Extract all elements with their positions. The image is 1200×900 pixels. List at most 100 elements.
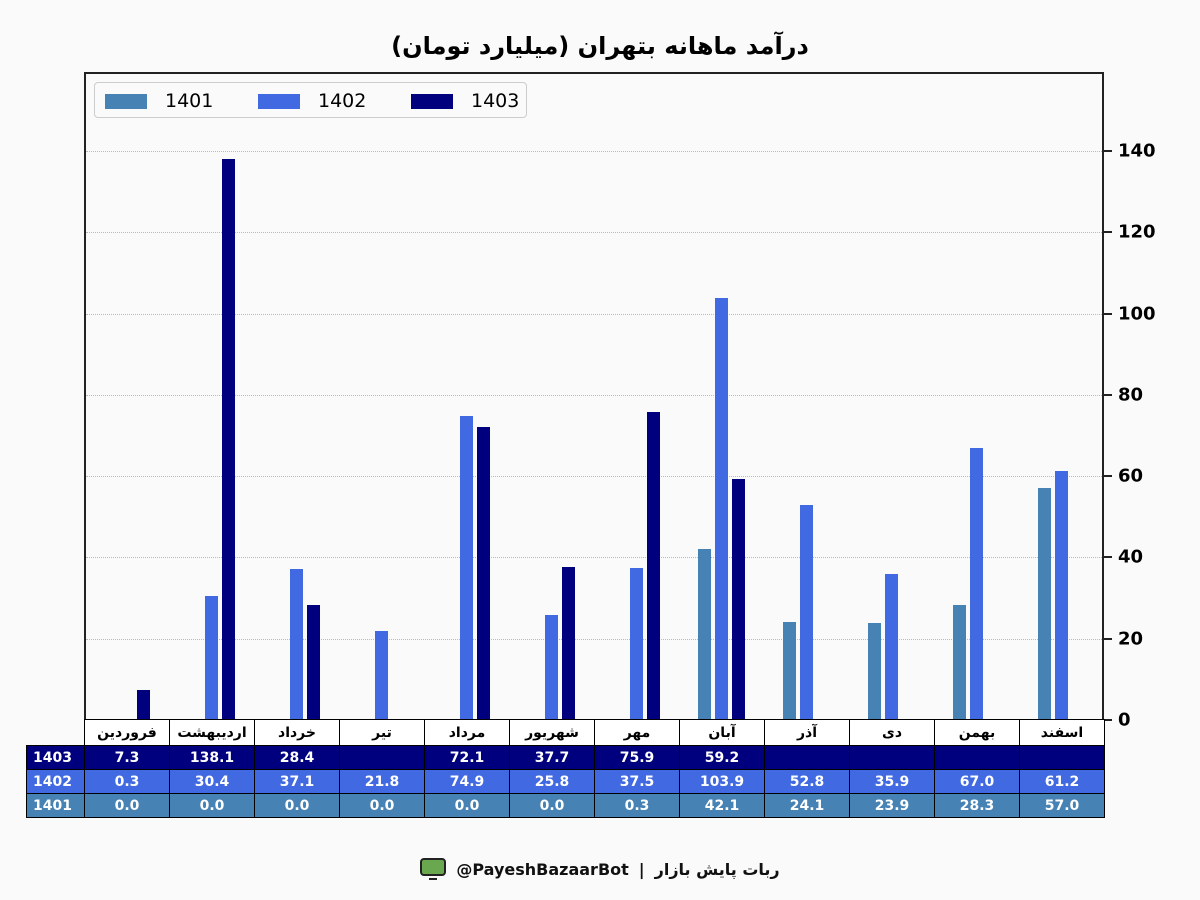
month-header: اردیبهشت: [169, 719, 255, 746]
table-cell: 24.1: [764, 793, 850, 818]
table-cell: 30.4: [169, 769, 255, 794]
table-cell: 57.0: [1019, 793, 1105, 818]
table-cell: [764, 745, 850, 770]
bar-1403: [562, 566, 575, 720]
y-tick-label: 120: [1118, 221, 1156, 243]
table-cell: 42.1: [679, 793, 765, 818]
y-tick-label: 60: [1118, 465, 1144, 487]
legend-label: 1402: [318, 90, 367, 112]
table-cell: 61.2: [1019, 769, 1105, 794]
y-tick-label: 40: [1118, 546, 1144, 568]
bar-1402: [290, 569, 303, 720]
legend-swatch-1402: [258, 93, 300, 109]
gridline: [86, 476, 1102, 478]
bar-1403: [732, 479, 745, 720]
table-cell: 103.9: [679, 769, 765, 794]
gridline: [86, 151, 1102, 153]
footer-bot-name: ربات پایش بازار: [654, 859, 780, 879]
gridline: [86, 557, 1102, 559]
gridline: [86, 313, 1102, 315]
gridline: [86, 638, 1102, 640]
bar-1401: [1038, 488, 1051, 720]
table-cell: 37.5: [594, 769, 680, 794]
legend-item-1401: 1401: [105, 83, 213, 119]
y-tick: [1104, 393, 1112, 396]
bar-1402: [885, 574, 898, 720]
chart-frame: [84, 72, 1104, 720]
bar-1401: [783, 622, 796, 720]
month-header: فروردین: [84, 719, 170, 746]
y-tick: [1104, 719, 1112, 721]
legend-item-1402: 1402: [258, 83, 366, 119]
bar-1402: [715, 297, 728, 720]
table-cell: 0.0: [169, 793, 255, 818]
table-row-1402: 1402 0.3 30.4 37.1 21.8 74.9 25.8 37.5 1…: [26, 769, 1105, 794]
table-row-1401: 1401 0.0 0.0 0.0 0.0 0.0 0.0 0.3 42.1 24…: [26, 793, 1105, 818]
table-cell: [339, 745, 425, 770]
bar-1403: [477, 426, 490, 720]
chart-title: درآمد ماهانه بتهران (میلیارد تومان): [391, 32, 809, 60]
bar-1403: [647, 411, 660, 720]
table-cell: 0.0: [339, 793, 425, 818]
monitor-icon: [420, 858, 447, 880]
table-header-row: فروردین اردیبهشت خرداد تیر مرداد شهریور …: [26, 719, 1105, 746]
table-cell: 0.0: [509, 793, 595, 818]
table-cell: 23.9: [849, 793, 935, 818]
bar-1402: [970, 447, 983, 720]
legend-swatch-1401: [105, 93, 147, 109]
table-cell: 67.0: [934, 769, 1020, 794]
month-header: دی: [849, 719, 935, 746]
y-tick: [1104, 312, 1112, 315]
bar-1402: [630, 567, 643, 720]
bar-1402: [1055, 471, 1068, 720]
bar-1402: [460, 415, 473, 720]
data-table: فروردین اردیبهشت خرداد تیر مرداد شهریور …: [26, 719, 1105, 818]
table-cell: 52.8: [764, 769, 850, 794]
y-tick-label: 140: [1118, 140, 1156, 162]
table-cell: 0.0: [424, 793, 510, 818]
footer-handle: @PayeshBazaarBot: [456, 859, 629, 879]
table-cell: [849, 745, 935, 770]
month-header: تیر: [339, 719, 425, 746]
table-cell: 37.7: [509, 745, 595, 770]
legend-label: 1401: [165, 90, 214, 112]
gridline: [86, 394, 1102, 396]
row-label: 1402: [26, 769, 85, 794]
y-tick: [1104, 231, 1112, 234]
table-cell: 25.8: [509, 769, 595, 794]
table-cell: 138.1: [169, 745, 255, 770]
bar-1401: [953, 604, 966, 720]
bar-1402: [205, 596, 218, 720]
footer-separator: |: [638, 859, 645, 879]
table-cell: 59.2: [679, 745, 765, 770]
y-tick: [1104, 556, 1112, 559]
table-cell: 21.8: [339, 769, 425, 794]
row-label: 1401: [26, 793, 85, 818]
y-tick-label: 100: [1118, 303, 1156, 325]
y-tick: [1104, 637, 1112, 640]
bar-1401: [868, 622, 881, 720]
bar-1402: [800, 505, 813, 720]
legend: 1401 1402 1403: [94, 82, 527, 118]
row-label: 1403: [26, 745, 85, 770]
legend-item-1403: 1403: [411, 83, 519, 119]
table-cell: 0.0: [84, 793, 170, 818]
table-cell: 72.1: [424, 745, 510, 770]
month-header: شهریور: [509, 719, 595, 746]
legend-swatch-1403: [411, 93, 453, 109]
table-cell: 37.1: [254, 769, 340, 794]
bar-1403: [137, 690, 150, 720]
table-cell: 0.0: [254, 793, 340, 818]
y-tick-label: 0: [1118, 709, 1131, 731]
table-cell: 74.9: [424, 769, 510, 794]
y-tick: [1104, 475, 1112, 478]
y-tick-label: 20: [1118, 628, 1144, 650]
bar-1402: [375, 631, 388, 720]
bar-1402: [545, 615, 558, 720]
table-cell: [934, 745, 1020, 770]
bar-1401: [698, 548, 711, 720]
table-cell: 28.3: [934, 793, 1020, 818]
month-header: آبان: [679, 719, 765, 746]
month-header: بهمن: [934, 719, 1020, 746]
table-row-1403: 1403 7.3 138.1 28.4 72.1 37.7 75.9 59.2: [26, 745, 1105, 770]
